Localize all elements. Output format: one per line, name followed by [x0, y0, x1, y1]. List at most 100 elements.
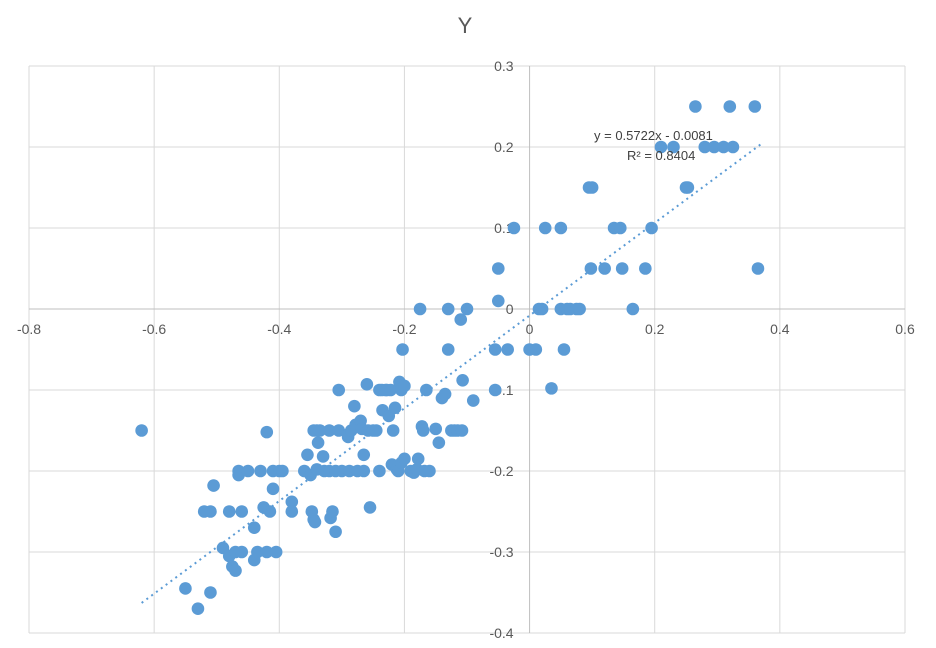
- y-tick-label: 0: [506, 301, 514, 317]
- data-point: [748, 100, 762, 113]
- data-point: [360, 378, 374, 391]
- y-tick-label: 0.2: [494, 139, 514, 155]
- data-point: [416, 424, 430, 437]
- data-point: [441, 302, 455, 316]
- data-point: [207, 479, 220, 492]
- data-point: [573, 302, 586, 316]
- data-point: [266, 482, 280, 496]
- data-point: [501, 343, 514, 356]
- axes: [29, 66, 905, 633]
- data-point: [432, 436, 446, 449]
- data-point: [285, 505, 299, 518]
- data-point: [681, 181, 695, 194]
- data-point: [491, 294, 505, 308]
- data-point: [276, 464, 289, 478]
- data-point: [554, 221, 568, 235]
- data-point: [388, 401, 402, 415]
- data-point: [507, 221, 521, 235]
- data-point: [308, 515, 322, 529]
- data-point: [529, 343, 543, 356]
- data-point: [460, 302, 474, 316]
- data-point: [235, 505, 249, 518]
- data-point: [263, 505, 277, 518]
- trendline-r-squared: R² = 0.8404: [627, 148, 695, 163]
- data-point: [204, 586, 217, 599]
- data-point: [373, 464, 386, 478]
- y-tick-label: -0.3: [489, 544, 513, 560]
- data-point: [615, 262, 629, 275]
- data-point: [585, 181, 599, 194]
- data-point: [751, 262, 765, 275]
- data-point: [229, 564, 242, 577]
- data-point: [269, 545, 283, 559]
- data-point: [254, 464, 267, 478]
- trendline-equation: y = 0.5722x - 0.0081: [594, 128, 713, 143]
- data-point: [332, 424, 346, 437]
- data-point: [420, 383, 433, 397]
- data-point: [316, 450, 330, 463]
- data-point: [654, 140, 668, 154]
- data-point: [398, 452, 411, 466]
- data-point: [135, 424, 148, 437]
- data-point: [204, 505, 217, 518]
- tick-labels: -0.8 -0.6 -0.4 -0.2 0 0.2 0.4 0.60.30.20.10-0.1…: [17, 58, 915, 641]
- data-point: [260, 545, 274, 559]
- data-point: [241, 464, 255, 478]
- data-point: [326, 505, 339, 518]
- trendline-group: [141, 143, 762, 604]
- data-point: [667, 140, 680, 154]
- data-point: [429, 422, 443, 436]
- data-point: [384, 383, 397, 397]
- data-point: [639, 262, 652, 275]
- data-point: [332, 383, 346, 397]
- data-point: [557, 343, 571, 356]
- data-point: [423, 464, 436, 478]
- data-point: [396, 343, 409, 356]
- data-point: [584, 262, 598, 275]
- data-point: [689, 100, 702, 113]
- data-point: [251, 545, 264, 559]
- data-point: [466, 394, 480, 407]
- data-point: [726, 140, 740, 154]
- data-point: [386, 424, 400, 437]
- data-points: [135, 100, 765, 615]
- x-tick-label: 0.6: [895, 321, 915, 337]
- data-point: [311, 436, 325, 449]
- data-point: [179, 582, 192, 595]
- data-point: [438, 387, 452, 401]
- x-tick-label: -0.2: [392, 321, 416, 337]
- x-tick-label: -0.6: [142, 321, 166, 337]
- x-tick-label: 0.4: [770, 321, 790, 337]
- data-point: [413, 302, 427, 316]
- x-tick-label: 0.2: [645, 321, 665, 337]
- data-point: [247, 521, 261, 534]
- data-point: [535, 302, 549, 316]
- data-point: [323, 424, 336, 437]
- data-point: [313, 424, 327, 437]
- data-point: [723, 100, 737, 113]
- chart-title: Y: [458, 13, 473, 38]
- data-point: [285, 495, 299, 509]
- x-tick-label: -0.8: [17, 321, 41, 337]
- data-point: [707, 140, 721, 154]
- data-point: [645, 221, 658, 235]
- x-tick-label: 0: [526, 321, 534, 337]
- grid-lines: [28, 65, 906, 634]
- data-point: [398, 379, 411, 393]
- x-tick-label: -0.4: [267, 321, 291, 337]
- data-point: [488, 383, 502, 397]
- data-point: [456, 373, 469, 387]
- data-point: [488, 343, 502, 356]
- data-point: [538, 221, 552, 235]
- data-point: [357, 448, 371, 462]
- data-point: [232, 464, 245, 478]
- data-point: [491, 262, 505, 275]
- data-point: [329, 525, 342, 539]
- data-point: [717, 140, 730, 154]
- y-tick-label: 0.3: [494, 58, 514, 74]
- data-point: [455, 424, 469, 437]
- data-point: [614, 221, 627, 235]
- data-point: [698, 140, 712, 154]
- data-point: [545, 382, 558, 395]
